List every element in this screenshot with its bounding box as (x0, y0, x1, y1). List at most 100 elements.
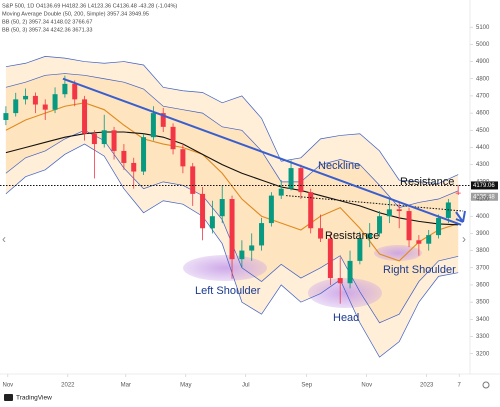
candle-body (141, 137, 147, 172)
candle-body (219, 199, 225, 217)
x-tick-label: 7 (458, 383, 462, 389)
header-line: BB (50, 2) 3957.34 4148.02 3766.67 (2, 19, 93, 25)
brand-name: TradingView (16, 395, 52, 402)
candle-body (150, 113, 156, 138)
candle-body (160, 113, 166, 127)
neckline (62, 77, 462, 226)
x-tick-label: Jul (242, 383, 250, 389)
candle-body (308, 192, 314, 229)
candle-body (249, 245, 255, 251)
annotation: Resistance (325, 230, 379, 242)
candle-body (396, 209, 402, 212)
price-tag-bg (471, 192, 498, 201)
annotation: Right Shoulder (383, 264, 456, 276)
indicator-line (5, 56, 459, 184)
candle-body (111, 130, 117, 151)
scroll-right[interactable]: › (462, 232, 466, 246)
header-line: BB (50, 3) 3957.34 4242.36 3671.33 (2, 27, 93, 33)
y-tick-label: 3700 (476, 265, 490, 271)
y-tick-label: 3900 (476, 231, 490, 237)
y-tick-label: 4100 (476, 197, 490, 203)
candle-body (209, 216, 215, 229)
x-tick-label: 2022 (61, 383, 75, 389)
candle-body (101, 130, 107, 145)
candle-body (406, 211, 412, 241)
indicator-line (5, 102, 459, 262)
y-tick-label: 3300 (476, 334, 490, 340)
candle-body (13, 99, 19, 114)
y-tick-label: 3800 (476, 248, 490, 254)
candle-body (278, 188, 284, 196)
left-shoulder-zone (183, 255, 267, 281)
candle-body (259, 223, 265, 246)
candle-body (91, 133, 97, 145)
y-tick-label: 4200 (476, 179, 490, 185)
candle-body (288, 168, 294, 189)
settings-icon[interactable] (482, 381, 490, 389)
y-tick-label: 4400 (476, 145, 490, 151)
x-tick-label: Sep (301, 383, 312, 389)
candle-body (386, 209, 392, 217)
y-tick-label: 4900 (476, 59, 490, 65)
header-line: Moving Average Double (50, 200, Simple) … (2, 11, 149, 17)
x-tick-label: Nov (3, 383, 14, 389)
candle-body (436, 217, 442, 236)
candle-body (170, 126, 176, 150)
overlay: 4179.06 4136.48 Neckline Resistance Resistan… (0, 77, 498, 324)
y-tick-label: 3200 (476, 351, 490, 357)
candle-body (62, 83, 68, 95)
y-tick-label: 5000 (476, 42, 490, 48)
candle-body (52, 94, 58, 110)
candle-body (121, 150, 127, 163)
candle-body (82, 99, 88, 134)
candle-body (3, 113, 9, 120)
y-tick-label: 4300 (476, 162, 490, 168)
annotation: Resistance (400, 176, 454, 188)
grid (7, 26, 473, 377)
candle-body (131, 162, 137, 172)
down-arrow (455, 210, 466, 223)
x-tick-label: Nov (361, 383, 372, 389)
y-tick-label: 5100 (476, 25, 490, 31)
x-tick-label: 2023 (420, 383, 434, 389)
price-tag: 4179.06 (473, 183, 495, 189)
candle-body (200, 193, 206, 229)
y-tick-label: 4600 (476, 111, 490, 117)
candle-body (23, 95, 29, 100)
candle-body (377, 216, 383, 234)
indicator-line (5, 73, 459, 209)
head-zone (308, 278, 382, 308)
x-tick-label: May (180, 383, 191, 389)
candle-body (416, 240, 422, 244)
candle-body (229, 199, 235, 260)
price-tag: 4136.48 (473, 194, 495, 200)
y-tick-label: 4000 (476, 214, 490, 220)
y-tick-label: 3500 (476, 300, 490, 306)
candle-body (298, 168, 304, 193)
y-tick-label: 4800 (476, 76, 490, 82)
candle-body (180, 149, 186, 167)
y-tick-label: 4500 (476, 128, 490, 134)
annotation: Left Shoulder (195, 285, 261, 297)
candle-body (327, 238, 333, 279)
shapes (183, 245, 422, 308)
scroll-left[interactable]: ‹ (2, 232, 6, 246)
candle-body (337, 278, 343, 284)
candle-body (426, 235, 432, 244)
y-tick-label: 4700 (476, 94, 490, 100)
candles (3, 75, 461, 304)
candle-body (318, 228, 324, 239)
y-tick-label: 3600 (476, 283, 490, 289)
candle-body (357, 238, 363, 261)
candle-body (455, 192, 461, 194)
header-line: S&P 500, 1D O4136.69 H4182.36 L4123.36 C… (2, 3, 177, 9)
annotation: Head (333, 312, 359, 324)
resistance-slope (286, 195, 464, 212)
indicator-line (5, 131, 459, 226)
price-tag-bg (471, 181, 498, 190)
candle-body (32, 95, 38, 105)
candle-body (347, 260, 353, 284)
brand-logo (4, 394, 13, 401)
right-shoulder-zone (374, 245, 422, 261)
